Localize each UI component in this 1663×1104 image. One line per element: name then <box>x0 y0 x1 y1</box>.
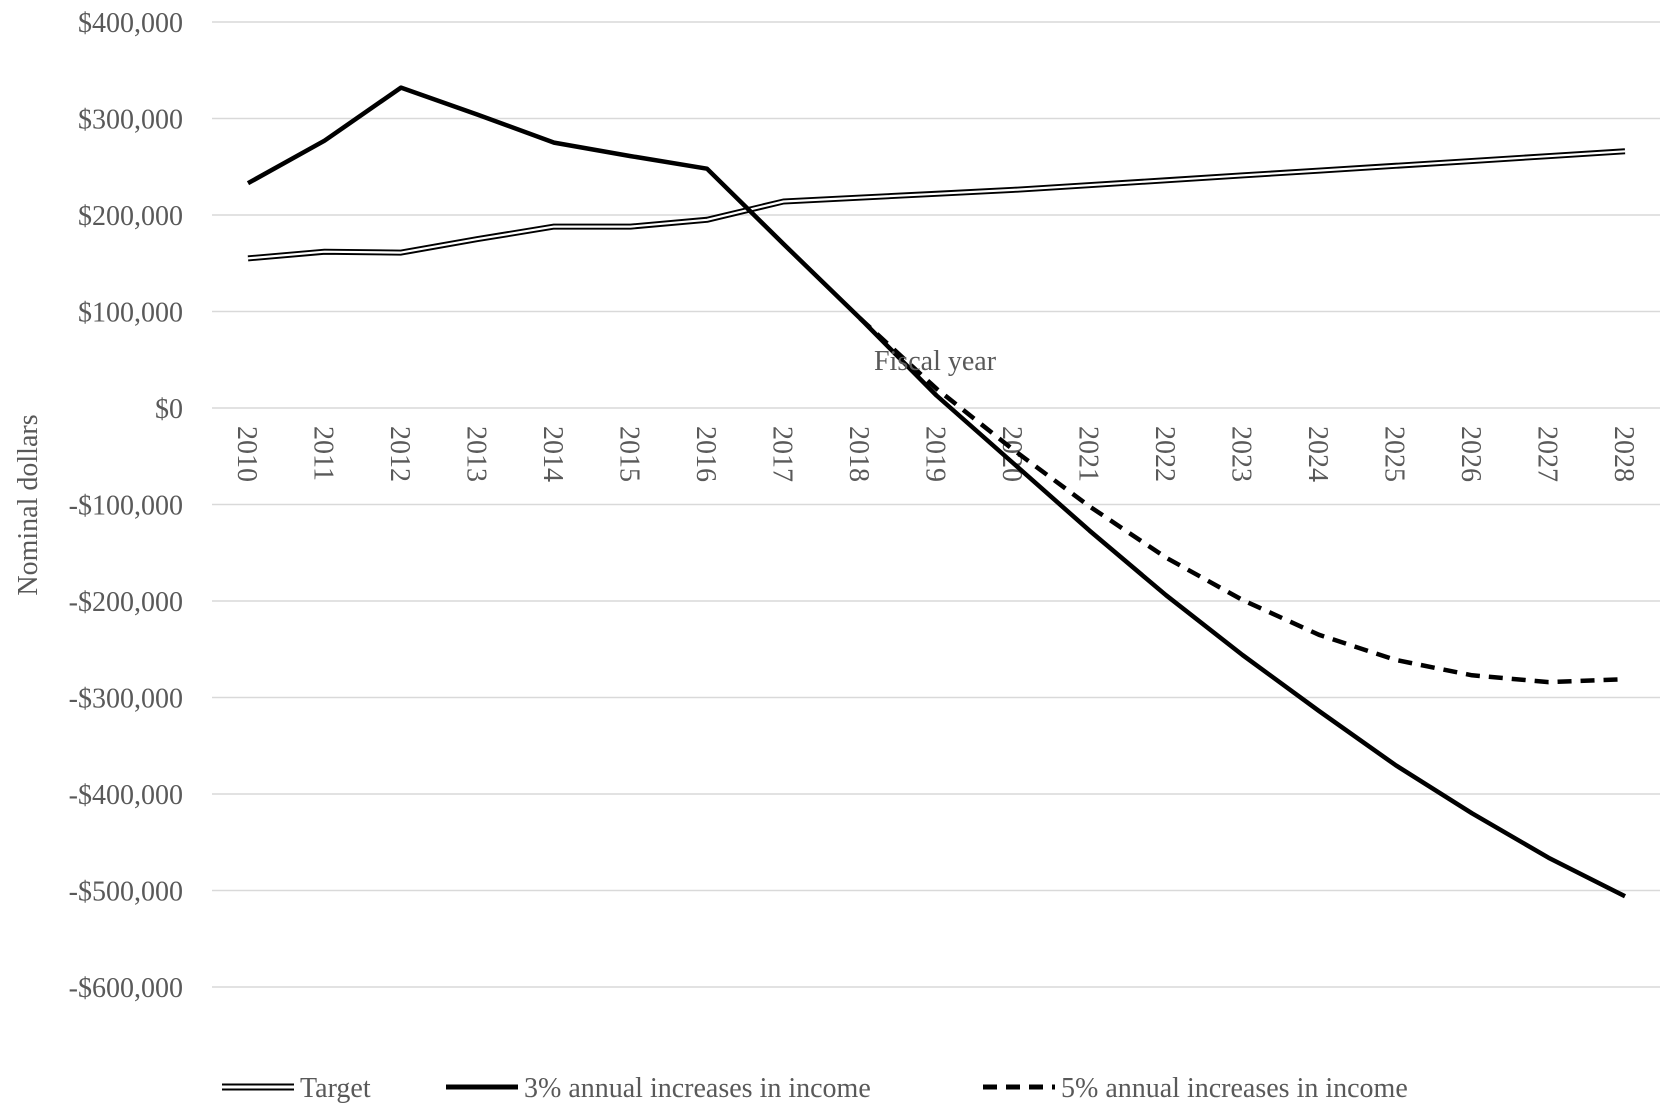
x-tick-label: 2010 <box>231 426 262 482</box>
y-tick-label: -$100,000 <box>69 491 183 522</box>
y-tick-label: $400,000 <box>78 8 183 39</box>
x-tick-label: 2025 <box>1379 426 1410 482</box>
x-tick-label: 2017 <box>767 426 798 482</box>
legend: Target 3% annual increases in income 5% … <box>222 1073 1408 1104</box>
y-tick-label: -$200,000 <box>69 587 183 618</box>
x-tick-label: 2013 <box>461 426 492 482</box>
series-lines <box>246 85 1627 899</box>
x-tick-label: 2011 <box>308 426 339 481</box>
y-tick-label: $0 <box>155 394 183 425</box>
y-tick-label: $300,000 <box>78 105 183 136</box>
x-tick-label: 2012 <box>384 426 415 482</box>
y-tick-label: -$600,000 <box>69 973 183 1004</box>
x-tick-label: 2019 <box>920 426 951 482</box>
x-tick-label: 2014 <box>537 426 568 482</box>
series-line-5pct <box>858 316 1626 685</box>
legend-item-target: Target <box>222 1073 371 1104</box>
legend-item-5pct: 5% annual increases in income <box>983 1073 1408 1104</box>
series-line-3pct <box>246 85 1627 899</box>
x-tick-label: 2023 <box>1226 426 1257 482</box>
legend-item-3pct: 3% annual increases in income <box>446 1073 871 1104</box>
x-tick-label: 2016 <box>690 426 721 482</box>
x-tick-label: 2018 <box>843 426 874 482</box>
x-tick-label: 2015 <box>614 426 645 482</box>
y-tick-label: -$400,000 <box>69 780 183 811</box>
gridlines <box>212 21 1660 988</box>
y-tick-label: $200,000 <box>78 201 183 232</box>
y-tick-label: -$500,000 <box>69 877 183 908</box>
y-tick-label: -$300,000 <box>69 684 183 715</box>
x-axis-ticks: 2010 2011 2012 2013 2014 2015 2016 2017 2018 2019… <box>231 426 1639 482</box>
y-tick-label: $100,000 <box>78 298 183 329</box>
y-axis-ticks: $400,000 $300,000 $200,000 $100,000 $0 -$100,… <box>69 8 183 1004</box>
y-axis-title: Nominal dollars <box>13 414 44 595</box>
x-axis-title: Fiscal year <box>874 346 997 377</box>
x-tick-label: 2024 <box>1302 426 1333 482</box>
x-tick-label: 2027 <box>1532 426 1563 482</box>
legend-label-5pct: 5% annual increases in income <box>1061 1073 1408 1104</box>
x-tick-label: 2028 <box>1608 426 1639 482</box>
legend-label-3pct: 3% annual increases in income <box>524 1073 871 1104</box>
x-tick-label: 2026 <box>1455 426 1486 482</box>
series-line-target-inner <box>247 150 1626 260</box>
x-tick-label: 2021 <box>1073 426 1104 482</box>
x-tick-label: 2022 <box>1149 426 1180 482</box>
legend-label-target: Target <box>300 1073 371 1104</box>
